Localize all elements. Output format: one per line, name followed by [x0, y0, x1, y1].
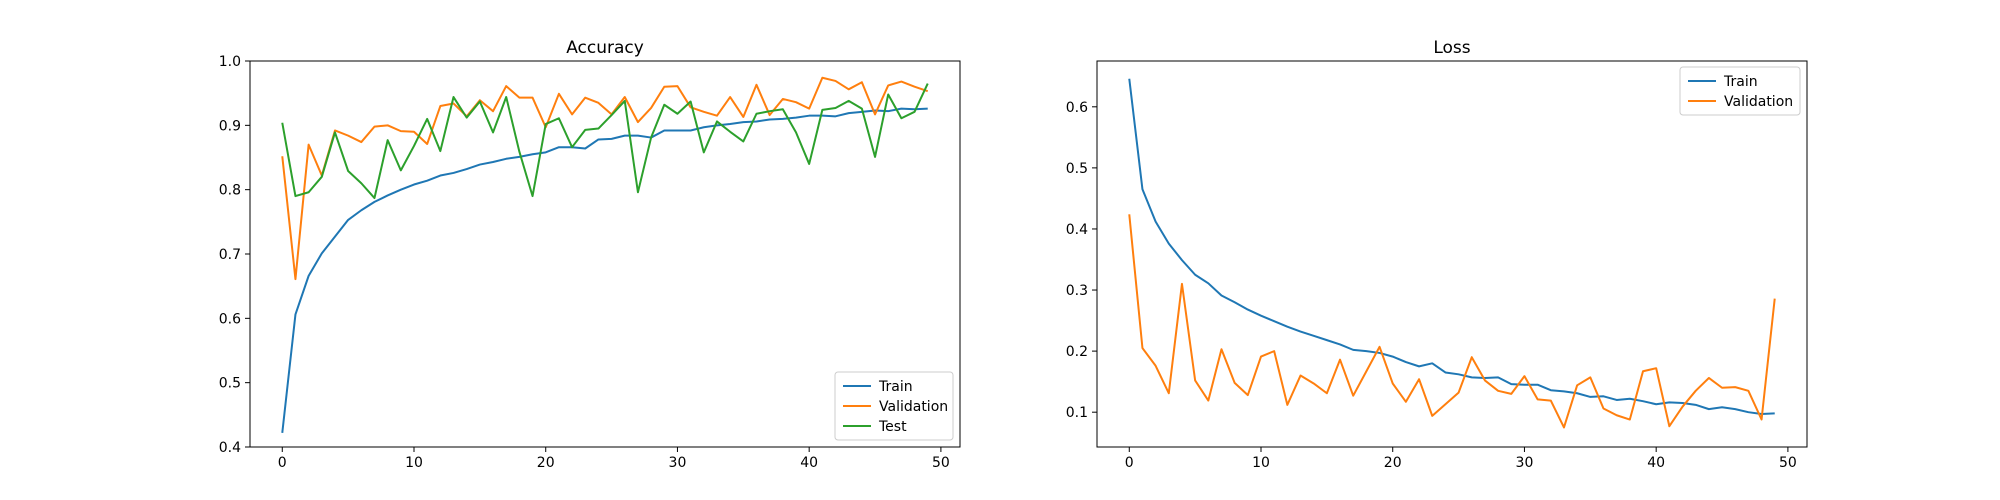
x-tick-label: 10 — [1252, 455, 1270, 471]
y-tick-label: 0.5 — [1066, 161, 1088, 177]
y-tick-label: 0.4 — [1066, 222, 1088, 238]
series-line-train — [281, 107, 928, 433]
y-tick-label: 0.2 — [1066, 344, 1088, 360]
y-tick-label: 0.3 — [1066, 283, 1088, 299]
series-line-validation — [1128, 214, 1776, 429]
legend-box — [834, 371, 954, 441]
y-tick-label: 0.9 — [219, 118, 241, 134]
x-tick-label: 0 — [278, 455, 287, 471]
y-tick-label: 0.7 — [219, 247, 241, 263]
legend-label: Validation — [1724, 94, 1793, 110]
legend-box — [1679, 66, 1801, 116]
x-tick-label: 30 — [1516, 455, 1534, 471]
x-tick-label: 10 — [405, 455, 423, 471]
legend: Train Validation — [1679, 66, 1801, 116]
loss-chart: 0 10 20 30 40 50 0.1 0.2 0.3 0.4 0.5 0.6 Loss Train Va… — [1066, 38, 1808, 471]
x-tick-label: 40 — [800, 455, 818, 471]
y-tick-label: 0.1 — [1066, 405, 1088, 421]
y-tick-label: 1.0 — [219, 54, 241, 70]
x-tick-label: 50 — [1779, 455, 1797, 471]
x-tick-label: 20 — [1384, 455, 1402, 471]
series-line-test — [281, 83, 929, 200]
legend-label: Validation — [879, 399, 948, 415]
legend-label: Test — [878, 419, 907, 435]
chart-title: Accuracy — [566, 38, 644, 58]
y-tick-label: 0.4 — [219, 440, 241, 456]
series-line-validation — [281, 76, 929, 281]
plot-frame — [1096, 60, 1808, 448]
legend: Train Validation Test — [834, 371, 954, 441]
x-tick-label: 0 — [1125, 455, 1134, 471]
legend-label: Train — [878, 379, 913, 395]
series-line-train — [1128, 78, 1775, 416]
x-tick-label: 20 — [537, 455, 555, 471]
y-tick-label: 0.6 — [1066, 100, 1088, 116]
y-tick-label: 0.5 — [219, 376, 241, 392]
chart-title: Loss — [1433, 38, 1470, 58]
y-tick-label: 0.8 — [219, 183, 241, 199]
accuracy-chart: 0 10 20 30 40 50 0.4 0.5 0.6 0.7 0.8 0.9 1.0 Accuracy… — [219, 38, 961, 471]
x-tick-label: 30 — [669, 455, 687, 471]
x-tick-label: 40 — [1647, 455, 1665, 471]
legend-label: Train — [1723, 74, 1758, 90]
x-tick-label: 50 — [932, 455, 950, 471]
y-tick-label: 0.6 — [219, 311, 241, 327]
